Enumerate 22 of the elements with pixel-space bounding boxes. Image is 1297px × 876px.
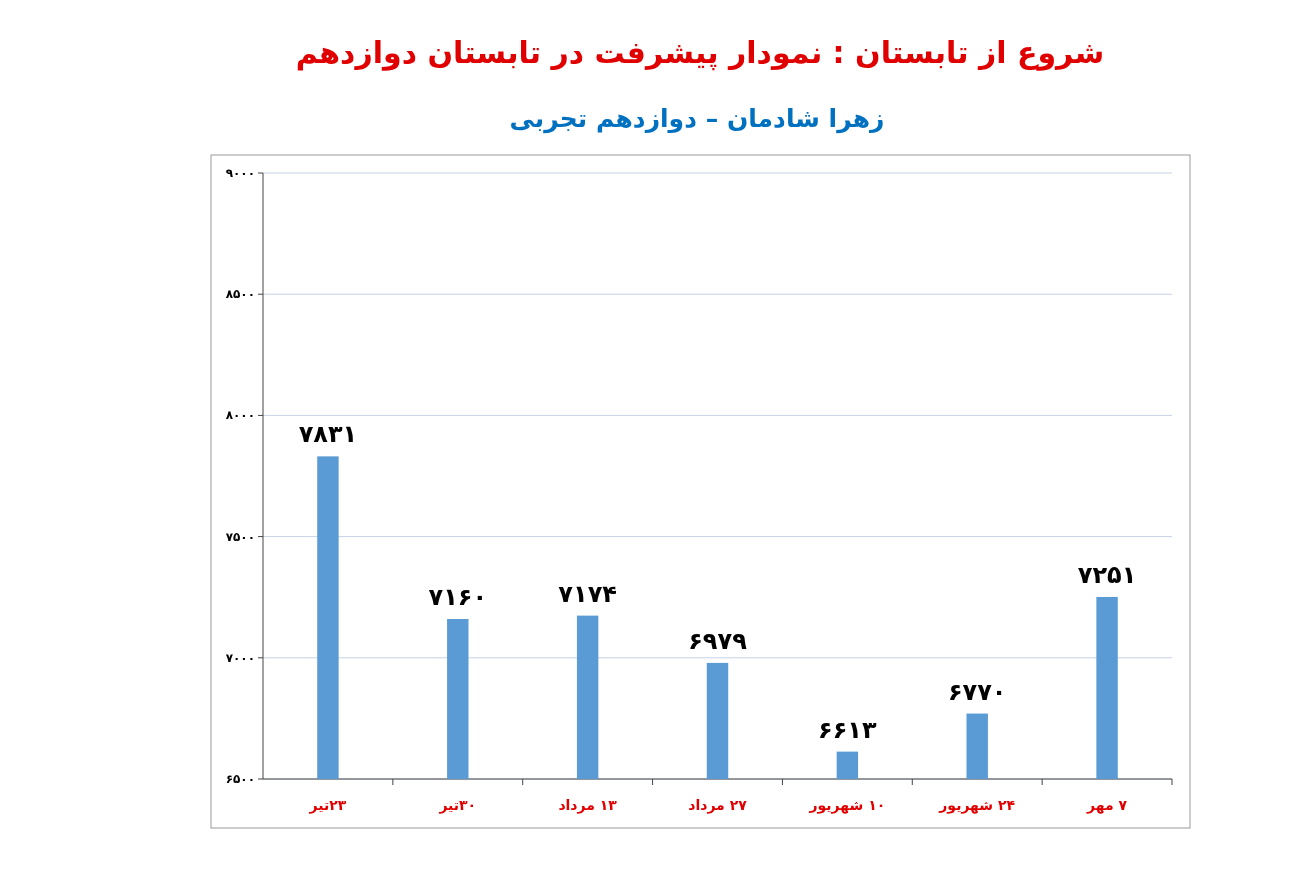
chart-subtitle: زهرا شادمان – دوازدهم تجربی bbox=[509, 104, 885, 134]
x-tick-label: ۲۳تیر bbox=[308, 797, 347, 814]
x-tick-label: ۷ مهر bbox=[1086, 797, 1128, 814]
data-label: ۷۱۶۰ bbox=[428, 583, 488, 612]
y-tick-label: ۷۵۰۰ bbox=[225, 529, 255, 544]
data-label: ۷۲۵۱ bbox=[1077, 560, 1137, 589]
x-tick-label: ۱۳ مرداد bbox=[558, 797, 618, 814]
data-label: ۷۸۳۱ bbox=[298, 420, 358, 449]
x-tick-label: ۳۰تیر bbox=[438, 797, 477, 814]
y-tick-label: ۹۰۰۰ bbox=[225, 166, 255, 180]
y-tick-label: ۷۰۰۰ bbox=[225, 650, 255, 665]
y-tick-label: ۶۵۰۰ bbox=[225, 772, 255, 786]
x-tick-label: ۲۴ شهریور bbox=[938, 797, 1016, 814]
y-tick-label: ۸۵۰۰ bbox=[225, 287, 255, 302]
data-label: ۶۹۷۹ bbox=[688, 626, 748, 655]
x-tick-label: ۱۰ شهریور bbox=[808, 797, 886, 814]
data-label: ۶۶۱۳ bbox=[818, 715, 878, 744]
y-tick-label: ۸۰۰۰ bbox=[225, 408, 255, 423]
data-label: ۷۱۷۴ bbox=[558, 579, 617, 608]
chart-title: شروع از تابستان : نمودار پیشرفت در تابستان دوازدهم bbox=[295, 35, 1105, 71]
x-tick-label: ۲۷ مرداد bbox=[688, 797, 748, 814]
data-label: ۶۷۷۰ bbox=[947, 677, 1007, 706]
